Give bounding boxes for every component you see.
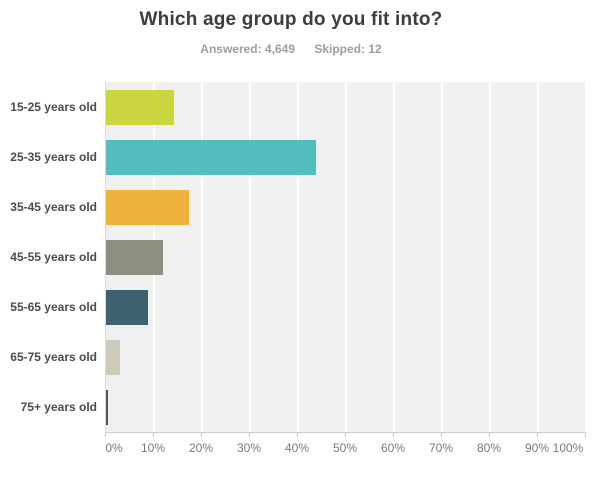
category-label: 65-75 years old xyxy=(10,350,97,364)
category-label: 45-55 years old xyxy=(10,250,97,264)
category-label: 25-35 years old xyxy=(10,150,97,164)
bar-45-55-years-old xyxy=(106,239,164,275)
axis-tick xyxy=(537,433,538,437)
plot-area xyxy=(105,82,587,433)
gridline-80% xyxy=(489,82,491,432)
axis-tick-label: 60% xyxy=(380,441,406,455)
axis-tick-label: 40% xyxy=(284,441,310,455)
axis-tick xyxy=(345,433,346,437)
chart-subtitle: Answered: 4,649 Skipped: 12 xyxy=(0,42,582,56)
axis-tick xyxy=(297,433,298,437)
bar-65-75-years-old xyxy=(106,339,120,375)
bar-15-25-years-old xyxy=(106,89,175,125)
gridline-100% xyxy=(585,82,587,432)
axis-tick xyxy=(105,433,106,437)
axis-tick-label: 80% xyxy=(476,441,502,455)
axis-tick xyxy=(249,433,250,437)
axis-tick xyxy=(441,433,442,437)
answered-count: Answered: 4,649 xyxy=(200,42,295,56)
axis-tick xyxy=(153,433,154,437)
category-label: 55-65 years old xyxy=(10,300,97,314)
gridline-40% xyxy=(297,82,299,432)
axis-tick xyxy=(393,433,394,437)
gridline-70% xyxy=(441,82,443,432)
gridline-50% xyxy=(345,82,347,432)
category-label: 75+ years old xyxy=(20,400,97,414)
axis-tick-label: 0% xyxy=(105,441,123,455)
axis-tick-label: 100% xyxy=(552,441,584,455)
axis-tick-label: 70% xyxy=(428,441,454,455)
bar-35-45-years-old xyxy=(106,189,190,225)
axis-tick xyxy=(489,433,490,437)
axis-tick-label: 90% xyxy=(524,441,550,455)
axis-tick-label: 30% xyxy=(236,441,262,455)
chart-title: Which age group do you fit into? xyxy=(139,9,443,30)
gridline-90% xyxy=(537,82,539,432)
axis-tick-label: 20% xyxy=(188,441,214,455)
gridline-30% xyxy=(249,82,251,432)
axis-tick xyxy=(585,433,586,437)
axis-tick-label: 10% xyxy=(140,441,166,455)
axis-tick xyxy=(201,433,202,437)
bar-75plus-years-old xyxy=(106,389,109,425)
bar-55-65-years-old xyxy=(106,289,149,325)
axis-tick-label: 50% xyxy=(332,441,358,455)
gridline-20% xyxy=(201,82,203,432)
bar-25-35-years-old xyxy=(106,139,317,175)
skipped-count: Skipped: 12 xyxy=(314,42,382,56)
category-label: 35-45 years old xyxy=(10,200,97,214)
category-label: 15-25 years old xyxy=(10,100,97,114)
gridline-60% xyxy=(393,82,395,432)
